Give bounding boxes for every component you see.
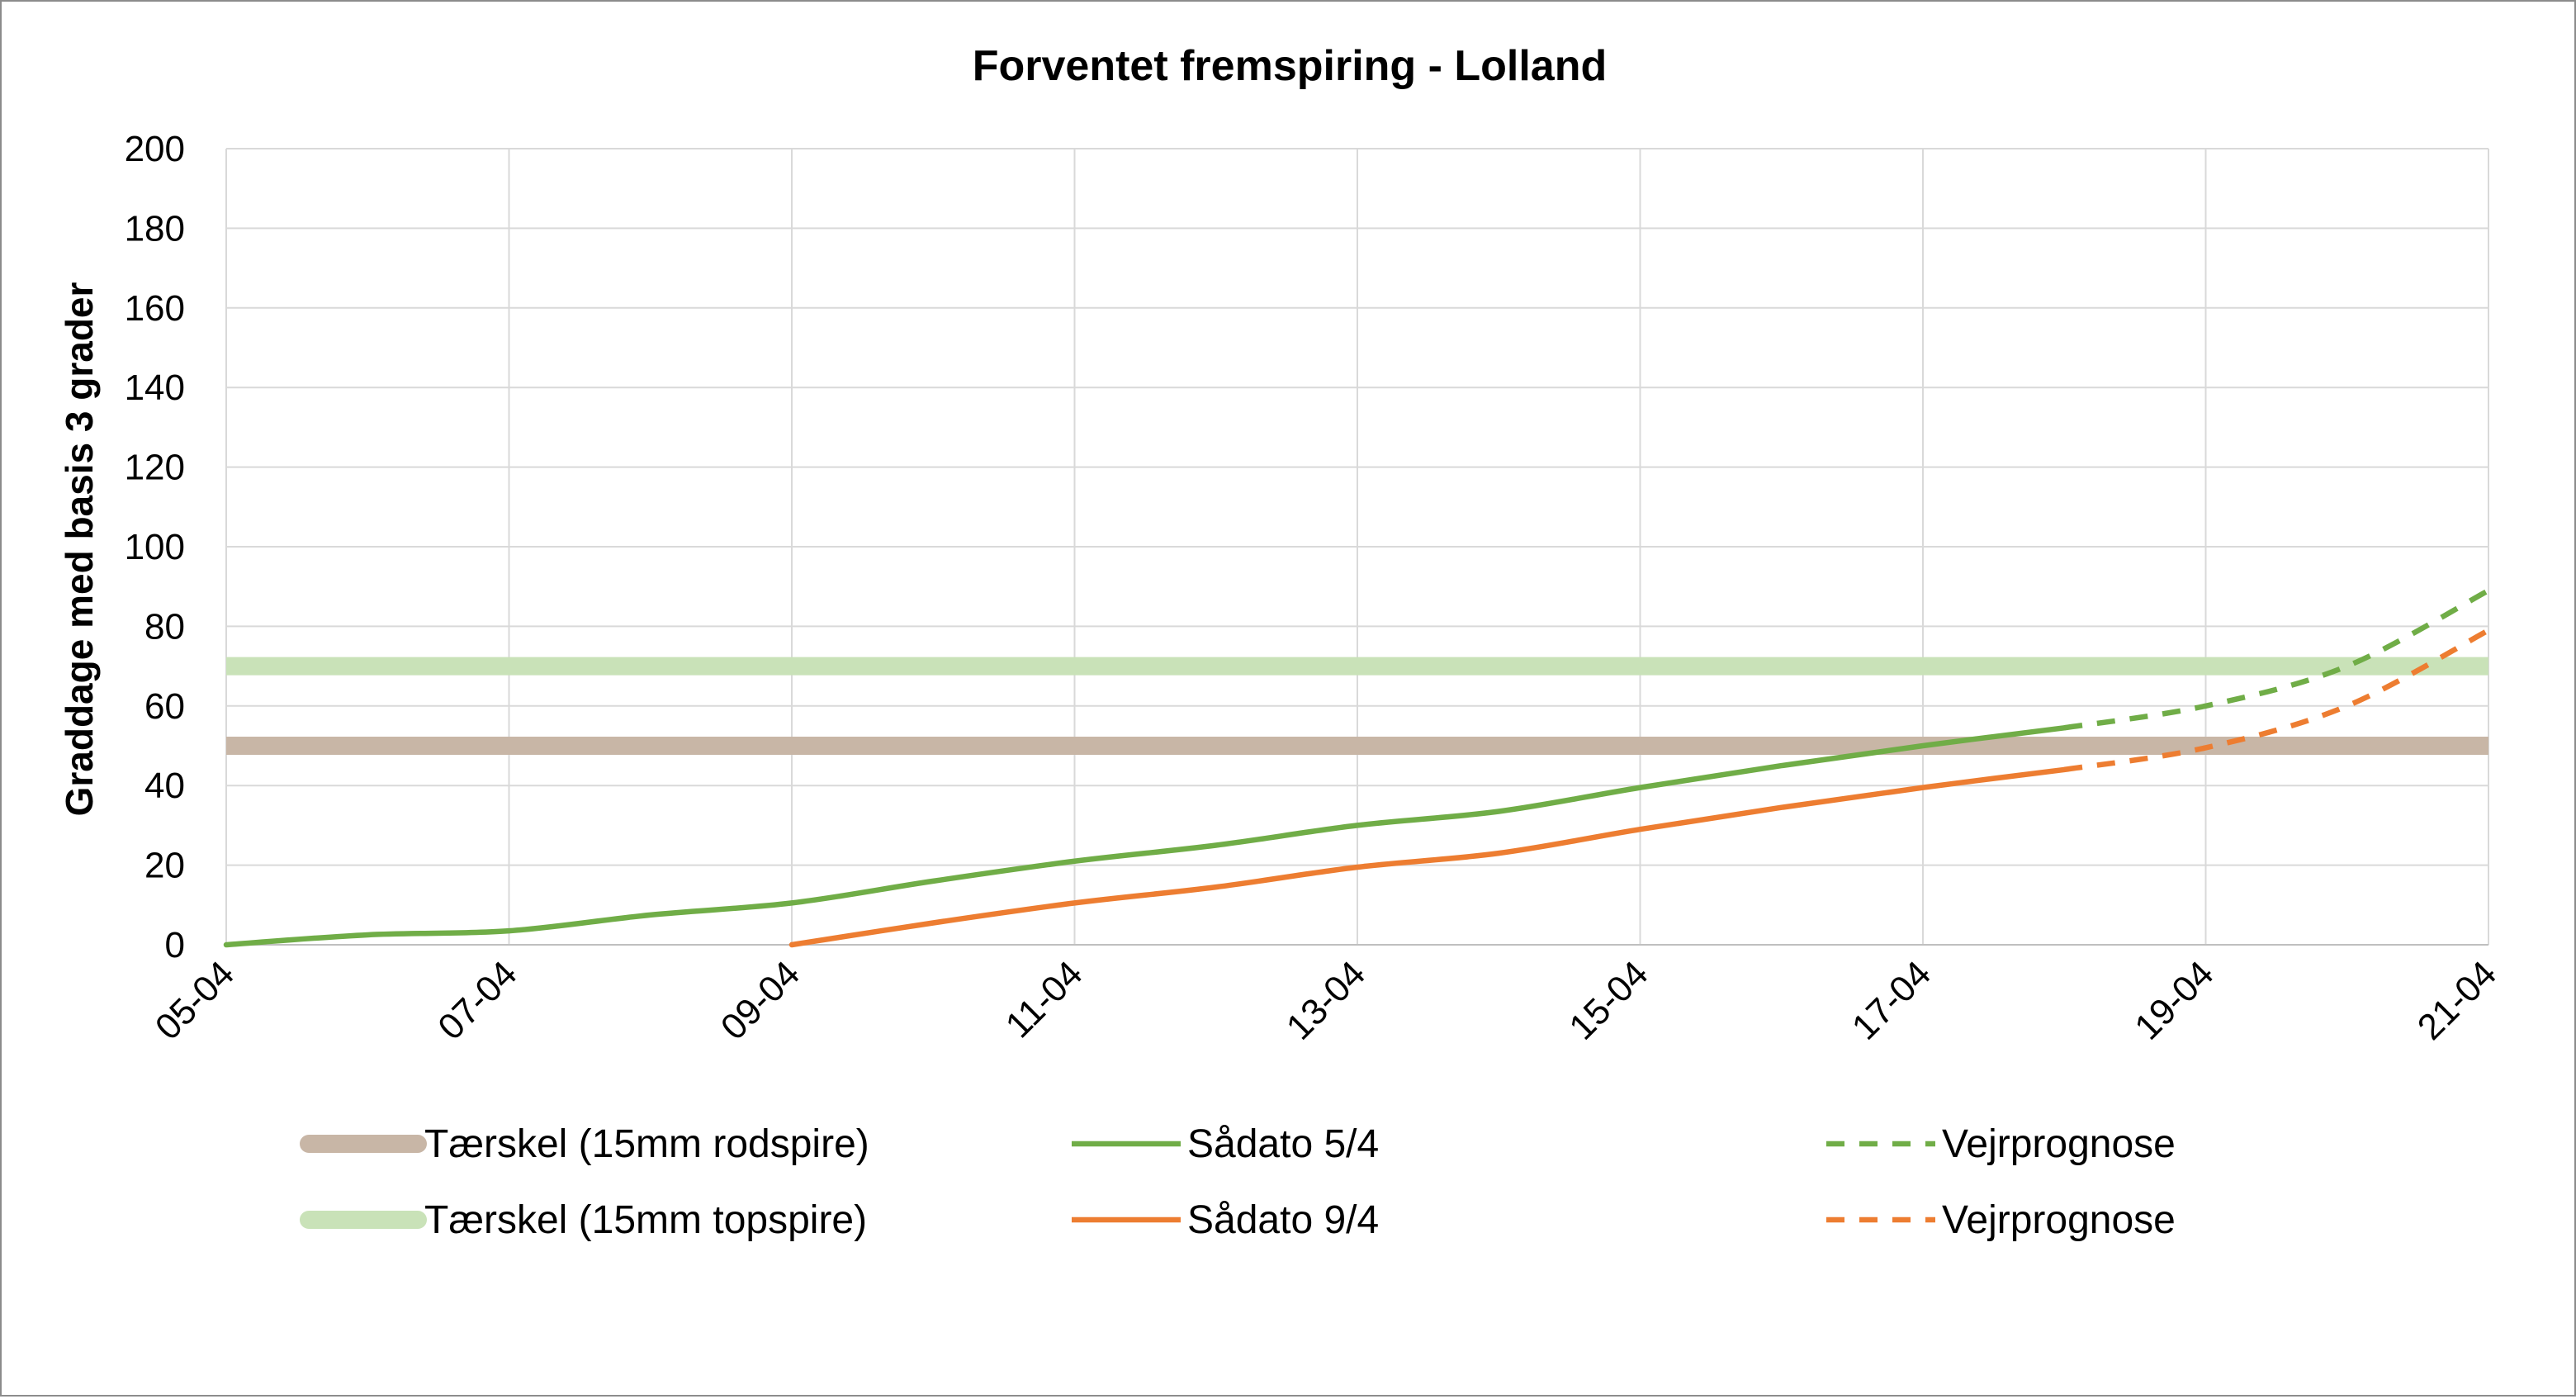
x-tick-label: 15-04 <box>1561 953 1655 1047</box>
x-tick-label: 11-04 <box>998 953 1091 1046</box>
y-tick-label: 140 <box>125 368 185 408</box>
legend-label: Tærskel (15mm topspire) <box>424 1198 867 1242</box>
y-tick-label: 180 <box>125 208 185 249</box>
legend-label: Tærskel (15mm rodspire) <box>424 1122 869 1166</box>
grid <box>225 148 2489 946</box>
y-tick-label: 20 <box>144 846 185 886</box>
y-tick-label: 60 <box>144 686 185 727</box>
series-lines <box>223 588 2490 948</box>
legend-label: Vejrprognose <box>1942 1198 2176 1242</box>
y-tick-labels: 0 20 40 60 80 100 120 140 160 180 200 <box>125 129 185 965</box>
y-axis-label: Graddage med basis 3 grader <box>58 282 101 817</box>
x-tick-label: 21-04 <box>2410 953 2504 1047</box>
series-line <box>2063 588 2490 731</box>
y-tick-label: 200 <box>125 129 185 169</box>
series-line <box>788 766 2067 948</box>
y-tick-label: 40 <box>144 766 185 806</box>
series-line <box>223 725 2067 948</box>
threshold-bands <box>226 657 2488 755</box>
x-tick-label: 17-04 <box>1844 953 1939 1047</box>
y-tick-label: 0 <box>165 925 185 965</box>
y-tick-label: 120 <box>125 448 185 488</box>
y-tick-label: 100 <box>125 527 185 567</box>
legend-label: Sådato 9/4 <box>1187 1198 1379 1242</box>
series-line <box>2063 628 2490 773</box>
y-tick-label: 160 <box>125 288 185 329</box>
legend-label: Vejrprognose <box>1942 1122 2176 1166</box>
x-tick-label: 07-04 <box>430 953 524 1047</box>
y-tick-label: 80 <box>144 606 185 647</box>
x-tick-labels: 05-04 07-04 09-04 11-04 13-04 15-04 17-04 19-04… <box>148 953 2504 1047</box>
x-tick-label: 05-04 <box>148 953 242 1047</box>
legend: Tærskel (15mm rodspire) Tærskel (15mm top… <box>300 1122 2176 1242</box>
x-tick-label: 19-04 <box>2127 953 2221 1047</box>
x-tick-label: 09-04 <box>713 953 807 1047</box>
legend-label: Sådato 5/4 <box>1187 1122 1379 1166</box>
chart-title: Forventet fremspiring - Lolland <box>973 42 1608 90</box>
x-tick-label: 13-04 <box>1279 953 1373 1047</box>
